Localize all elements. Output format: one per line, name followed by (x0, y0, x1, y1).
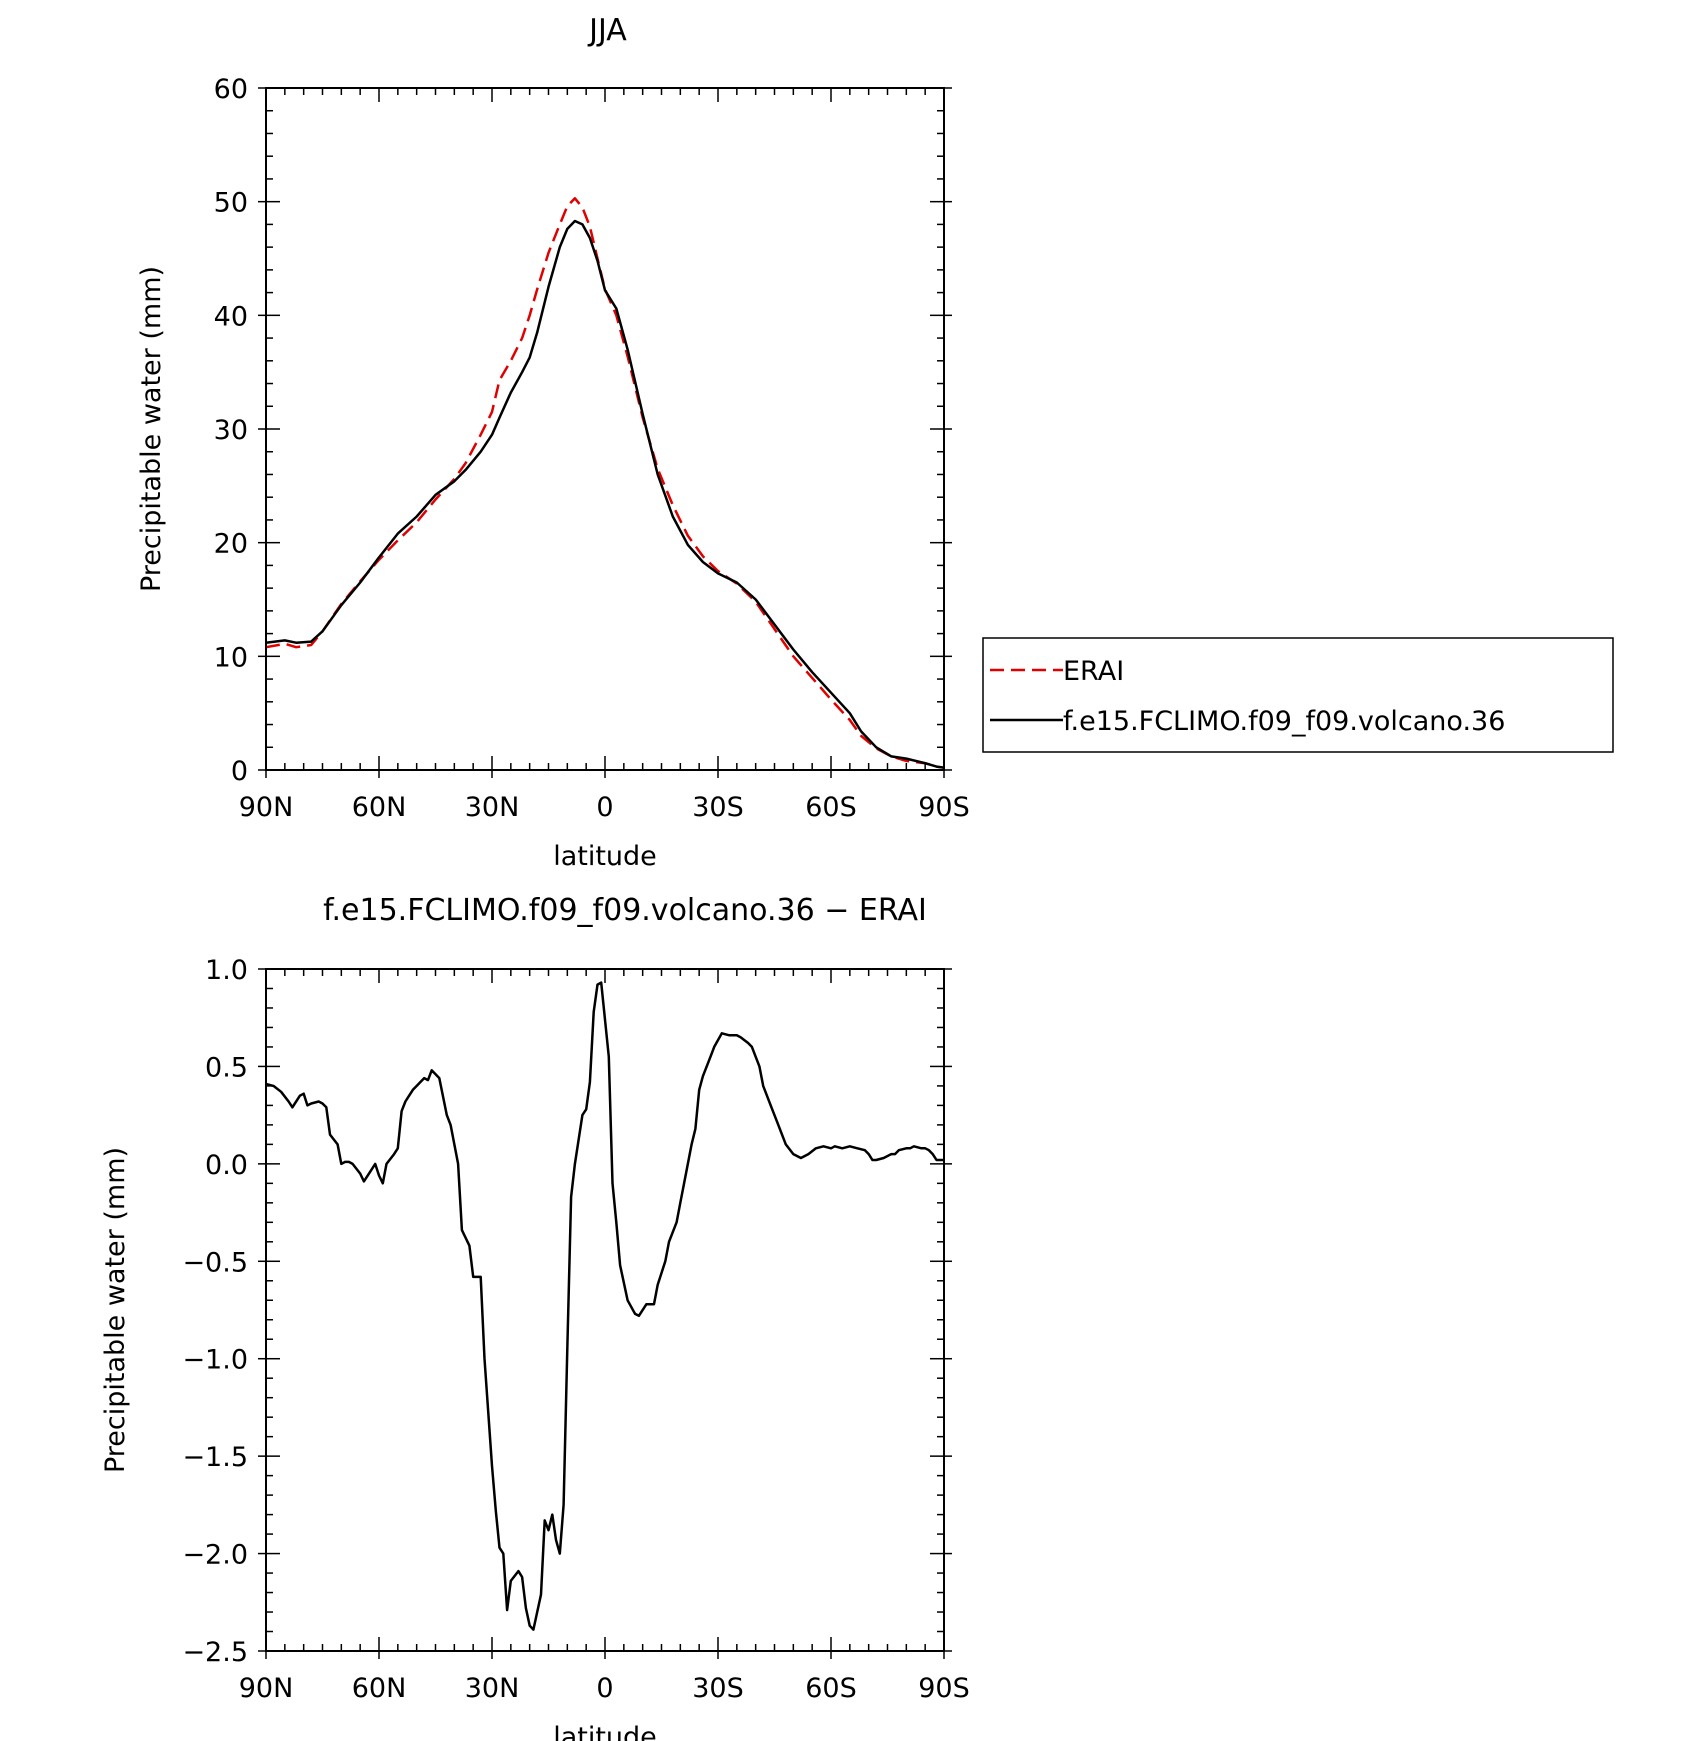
x-tick-label: 90N (239, 1673, 294, 1704)
y-tick-label: 0 (231, 756, 248, 787)
x-tick-label: 60S (805, 792, 857, 823)
x-tick-labels: 90N 60N 30N 0 30S 60S 90S (239, 1673, 970, 1704)
legend-box (982, 637, 1614, 753)
x-tick-label: 30S (692, 1673, 744, 1704)
y-tick-label: 50 (214, 188, 248, 219)
series-group (265, 981, 944, 1631)
x-tick-label: 30N (465, 1673, 520, 1704)
y-tick-label: 10 (214, 642, 248, 673)
x-tick-label: 90S (918, 1673, 970, 1704)
chart-title: JJA (587, 13, 627, 48)
x-tick-label: 60N (352, 792, 407, 823)
y-tick-label: −1.5 (182, 1442, 248, 1473)
chart-title: f.e15.FCLIMO.f09_f09.volcano.36 − ERAI (323, 893, 927, 928)
y-tick-label: 60 (214, 74, 248, 105)
y-tick-label: −2.5 (182, 1637, 248, 1668)
series-line-0 (265, 197, 945, 769)
legend: ERAI f.e15.FCLIMO.f09_f09.volcano.36 (982, 637, 1614, 753)
plot-frame (265, 968, 945, 1652)
y-tick-label: 0.0 (205, 1150, 248, 1181)
series-line-0 (265, 981, 944, 1631)
series-group (265, 197, 945, 769)
y-axis-label: Precipitable water (mm) (136, 266, 167, 592)
series-line-1 (265, 219, 945, 769)
x-axis-label: latitude (553, 1722, 657, 1741)
plot-frame (265, 87, 945, 771)
y-tick-labels: 0 10 20 30 40 50 60 (214, 74, 248, 787)
x-tick-label: 0 (596, 1673, 613, 1704)
chart-panel-top: JJA 90N 60N 30N 0 30S 60S 90S 0 10 20 30 40 50 60 la… (136, 13, 1614, 872)
y-tick-label: −2.0 (182, 1540, 248, 1571)
legend-entry-erai: ERAI (1063, 656, 1124, 687)
x-tick-label: 30N (465, 792, 520, 823)
x-tick-label: 30S (692, 792, 744, 823)
x-axis-label: latitude (553, 841, 657, 872)
axis-ticks (258, 87, 952, 778)
y-tick-label: 40 (214, 301, 248, 332)
legend-entry-model: f.e15.FCLIMO.f09_f09.volcano.36 (1063, 706, 1505, 737)
x-tick-label: 90N (239, 792, 294, 823)
y-axis-label: Precipitable water (mm) (100, 1147, 131, 1473)
x-tick-label: 0 (596, 792, 613, 823)
y-tick-label: 20 (214, 529, 248, 560)
y-tick-label: 30 (214, 415, 248, 446)
x-tick-label: 60S (805, 1673, 857, 1704)
y-tick-label: −1.0 (182, 1345, 248, 1376)
x-tick-label: 60N (352, 1673, 407, 1704)
chart-panel-bottom: f.e15.FCLIMO.f09_f09.volcano.36 − ERAI 9… (100, 893, 970, 1741)
y-tick-label: −0.5 (182, 1247, 248, 1278)
y-tick-label: 0.5 (205, 1052, 248, 1083)
x-tick-labels: 90N 60N 30N 0 30S 60S 90S (239, 792, 970, 823)
x-tick-label: 90S (918, 792, 970, 823)
axis-ticks (258, 968, 952, 1659)
y-tick-labels: 1.0 0.5 0.0 −0.5 −1.0 −1.5 −2.0 −2.5 (182, 955, 248, 1668)
y-tick-label: 1.0 (205, 955, 248, 986)
